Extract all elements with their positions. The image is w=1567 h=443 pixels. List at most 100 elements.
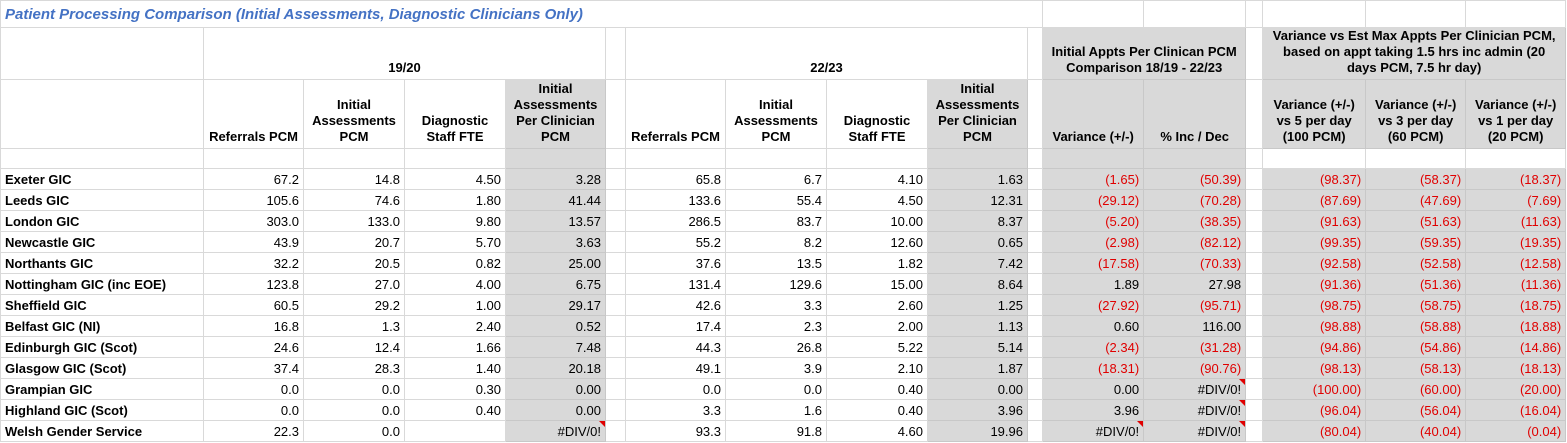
group-header: 22/23 xyxy=(625,27,1028,80)
value-cell: 3.96 xyxy=(927,399,1028,421)
empty-cell xyxy=(605,294,626,316)
value-cell xyxy=(404,420,506,442)
empty-cell xyxy=(1026,399,1044,421)
value-cell: (18.13) xyxy=(1465,357,1567,379)
value-cell: 1.66 xyxy=(404,336,506,358)
value-cell: 0.40 xyxy=(826,399,928,421)
value-cell: 116.00 xyxy=(1143,315,1247,337)
empty-cell xyxy=(1245,273,1264,295)
value-cell: 6.7 xyxy=(725,168,827,190)
value-cell: 129.6 xyxy=(725,273,827,295)
value-cell: (12.58) xyxy=(1465,252,1567,274)
empty-cell xyxy=(605,252,626,274)
value-cell: 1.63 xyxy=(927,168,1028,190)
value-cell: 93.3 xyxy=(625,420,726,442)
sheet-row: Grampian GIC 0.0 0.0 0.30 0.00 0.0 0.0 0.40 0.00… xyxy=(0,378,1567,400)
sheet-row: Referrals PCM Initial Assessments PCM Diag… xyxy=(0,79,1567,149)
value-cell: 32.2 xyxy=(203,252,304,274)
row-label: Sheffield GIC xyxy=(0,294,204,316)
column-header: Diagnostic Staff FTE xyxy=(826,79,928,149)
column-header: % Inc / Dec xyxy=(1143,79,1247,149)
value-cell: #DIV/0! xyxy=(1042,420,1145,442)
empty-cell xyxy=(1365,0,1467,28)
value-cell: (80.04) xyxy=(1262,420,1367,442)
empty-cell xyxy=(505,148,606,169)
empty-cell xyxy=(1245,252,1264,274)
value-cell: (5.20) xyxy=(1042,210,1145,232)
row-label: Newcastle GIC xyxy=(0,231,204,253)
row-label: Belfast GIC (NI) xyxy=(0,315,204,337)
empty-cell xyxy=(1262,148,1367,169)
empty-cell xyxy=(203,148,304,169)
sheet-row: 19/20 22/23 Initial Appts Per Clinican PCM… xyxy=(0,27,1567,80)
value-cell: 0.00 xyxy=(505,399,606,421)
value-cell: 13.57 xyxy=(505,210,606,232)
sheet-row: Glasgow GIC (Scot) 37.4 28.3 1.40 20.18 49.1 3… xyxy=(0,357,1567,379)
value-cell: (91.63) xyxy=(1262,210,1367,232)
value-cell: (18.31) xyxy=(1042,357,1145,379)
value-cell: (47.69) xyxy=(1365,189,1467,211)
value-cell: (18.37) xyxy=(1465,168,1567,190)
empty-cell xyxy=(1245,294,1264,316)
empty-cell xyxy=(605,336,626,358)
value-cell: 0.00 xyxy=(927,378,1028,400)
value-cell: 7.42 xyxy=(927,252,1028,274)
value-cell: 0.30 xyxy=(404,378,506,400)
empty-cell xyxy=(1042,148,1145,169)
empty-cell xyxy=(1026,420,1044,442)
value-cell: (16.04) xyxy=(1465,399,1567,421)
sheet-row: Highland GIC (Scot) 0.0 0.0 0.40 0.00 3.3 1.6 0… xyxy=(0,399,1567,421)
sheet-row: Belfast GIC (NI) 16.8 1.3 2.40 0.52 17.4 2.3 2.… xyxy=(0,315,1567,337)
row-label: Leeds GIC xyxy=(0,189,204,211)
value-cell: 83.7 xyxy=(725,210,827,232)
value-cell: 3.28 xyxy=(505,168,606,190)
value-cell: 3.63 xyxy=(505,231,606,253)
value-cell: (51.63) xyxy=(1365,210,1467,232)
empty-cell xyxy=(1143,0,1247,28)
sheet-row: Newcastle GIC 43.9 20.7 5.70 3.63 55.2 8.2 12.6… xyxy=(0,231,1567,253)
value-cell: (20.00) xyxy=(1465,378,1567,400)
empty-cell xyxy=(1245,27,1264,80)
value-cell: 74.6 xyxy=(303,189,405,211)
value-cell: (94.86) xyxy=(1262,336,1367,358)
value-cell: (38.35) xyxy=(1143,210,1247,232)
value-cell: 0.00 xyxy=(1042,378,1145,400)
value-cell: (70.33) xyxy=(1143,252,1247,274)
value-cell: (96.04) xyxy=(1262,399,1367,421)
value-cell: 303.0 xyxy=(203,210,304,232)
value-cell: 5.22 xyxy=(826,336,928,358)
value-cell: 12.31 xyxy=(927,189,1028,211)
value-cell: 9.80 xyxy=(404,210,506,232)
row-label: Nottingham GIC (inc EOE) xyxy=(0,273,204,295)
empty-cell xyxy=(1026,27,1044,80)
value-cell: 133.0 xyxy=(303,210,405,232)
value-cell: (19.35) xyxy=(1465,231,1567,253)
empty-cell xyxy=(1245,79,1264,149)
empty-cell xyxy=(0,79,204,149)
value-cell: 1.25 xyxy=(927,294,1028,316)
value-cell: 1.87 xyxy=(927,357,1028,379)
value-cell: 13.5 xyxy=(725,252,827,274)
empty-cell xyxy=(625,148,726,169)
sheet-row: London GIC 303.0 133.0 9.80 13.57 286.5 83.7 10… xyxy=(0,210,1567,232)
sheet-row: Leeds GIC 105.6 74.6 1.80 41.44 133.6 55.4 4.50… xyxy=(0,189,1567,211)
value-cell: 131.4 xyxy=(625,273,726,295)
column-header: Initial Assessments PCM xyxy=(303,79,405,149)
empty-cell xyxy=(1245,189,1264,211)
value-cell: (1.65) xyxy=(1042,168,1145,190)
empty-cell xyxy=(1245,357,1264,379)
empty-cell xyxy=(1026,273,1044,295)
value-cell: 1.3 xyxy=(303,315,405,337)
empty-cell xyxy=(605,79,626,149)
empty-cell xyxy=(1245,399,1264,421)
empty-cell xyxy=(1245,420,1264,442)
value-cell: (7.69) xyxy=(1465,189,1567,211)
empty-cell xyxy=(1026,252,1044,274)
value-cell: 4.50 xyxy=(826,189,928,211)
empty-cell xyxy=(605,399,626,421)
value-cell: 0.0 xyxy=(203,399,304,421)
value-cell: 43.9 xyxy=(203,231,304,253)
sheet-row: Nottingham GIC (inc EOE) 123.8 27.0 4.00 6.7… xyxy=(0,273,1567,295)
value-cell: 0.40 xyxy=(404,399,506,421)
